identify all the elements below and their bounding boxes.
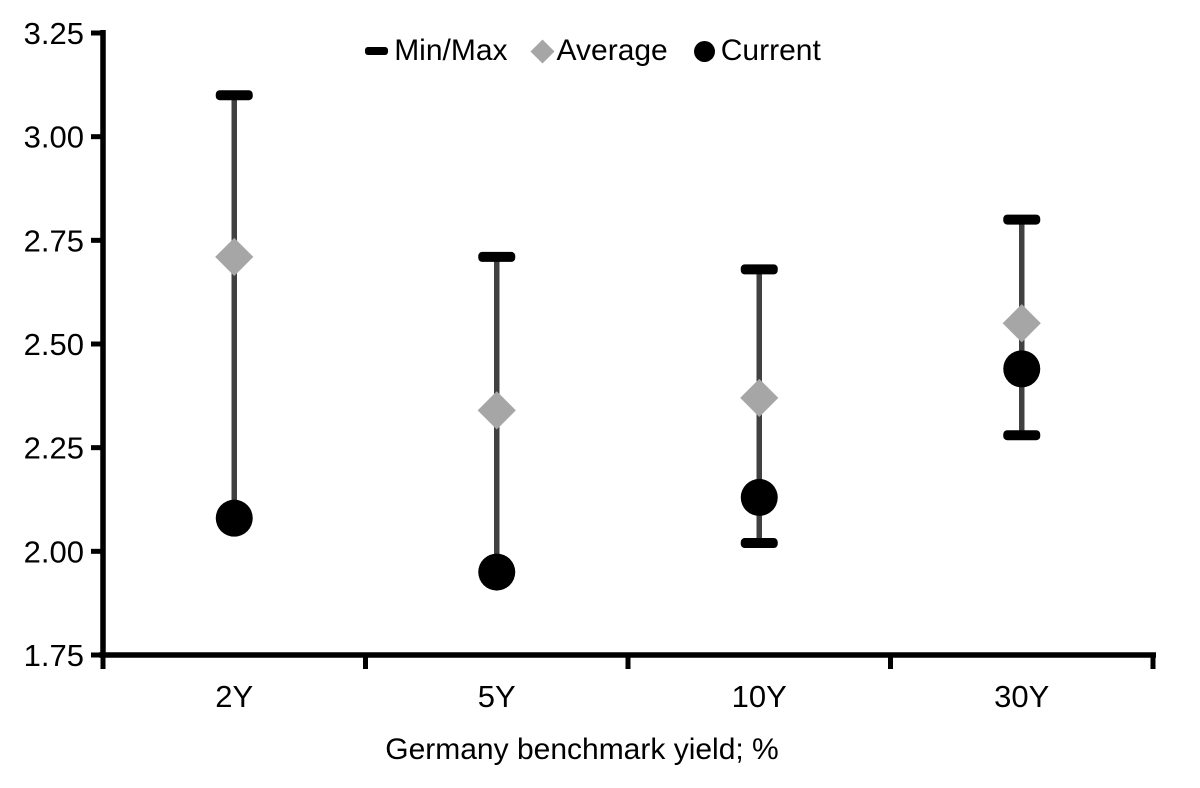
chart-legend: Min/Max Average Current — [0, 34, 1186, 68]
y-tick-label: 2.75 — [24, 223, 84, 258]
max-cap-10Y — [740, 264, 778, 275]
legend-item-average: Average — [530, 34, 668, 68]
current-marker-30Y — [1003, 350, 1041, 388]
max-cap-30Y — [1003, 214, 1041, 225]
y-tick-label: 2.25 — [24, 431, 84, 466]
current-circle-icon — [693, 40, 715, 62]
legend-label-average: Average — [556, 34, 668, 67]
y-tick-label: 3.00 — [24, 120, 84, 155]
legend-label-current: Current — [720, 34, 821, 67]
max-cap-5Y — [478, 251, 516, 262]
x-tick-label: 10Y — [732, 679, 787, 714]
min-cap-30Y — [1003, 430, 1041, 441]
x-tick-label: 30Y — [994, 679, 1049, 714]
x-tick-label: 5Y — [478, 679, 516, 714]
y-tick-label: 2.50 — [24, 327, 84, 362]
average-marker-2Y — [215, 237, 254, 277]
y-tick-label: 1.75 — [24, 638, 84, 673]
current-marker-5Y — [478, 553, 516, 591]
y-tick-label: 2.00 — [24, 534, 84, 569]
current-marker-10Y — [740, 478, 778, 516]
y-tick-label: 3.25 — [24, 16, 84, 51]
average-marker-10Y — [740, 378, 779, 417]
max-cap-2Y — [215, 90, 253, 101]
min-cap-10Y — [740, 538, 778, 549]
average-diamond-icon — [530, 38, 555, 64]
minmax-dash-icon — [365, 47, 389, 55]
legend-item-minmax: Min/Max — [365, 34, 508, 68]
legend-item-current: Current — [693, 34, 821, 68]
x-tick-label: 2Y — [215, 679, 253, 714]
current-marker-2Y — [215, 499, 253, 537]
average-marker-5Y — [477, 391, 516, 430]
x-axis-title: Germany benchmark yield; % — [385, 733, 779, 766]
legend-label-minmax: Min/Max — [394, 34, 508, 67]
average-marker-30Y — [1002, 304, 1041, 343]
